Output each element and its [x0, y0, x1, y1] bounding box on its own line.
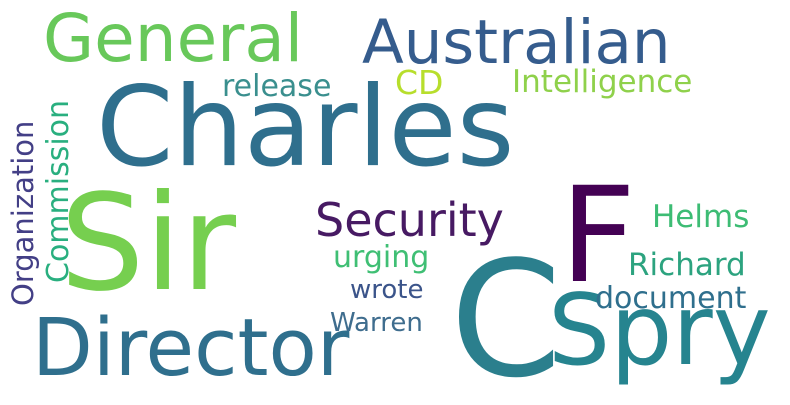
word-f: F — [560, 159, 636, 313]
word-c: C — [450, 226, 562, 405]
word-urging: urging — [333, 240, 430, 275]
word-helms: Helms — [652, 199, 750, 235]
word-australian: Australian — [362, 7, 671, 78]
word-security: Security — [315, 193, 504, 247]
word-intelligence: Intelligence — [512, 64, 693, 100]
word-cd: CD — [395, 63, 444, 102]
word-organization: Organization — [6, 120, 40, 306]
word-wrote: wrote — [350, 275, 424, 305]
word-commission: Commission — [41, 99, 76, 283]
word-spry: Spry — [548, 274, 771, 388]
word-charles: Charles — [96, 63, 515, 192]
word-sir: Sir — [60, 167, 237, 321]
word-warren: Warren — [330, 308, 423, 338]
word-release: release — [222, 69, 332, 104]
word-document: document — [595, 281, 747, 316]
word-director: Director — [32, 302, 350, 394]
word-richard: Richard — [628, 247, 746, 283]
word-general: General — [43, 0, 304, 77]
